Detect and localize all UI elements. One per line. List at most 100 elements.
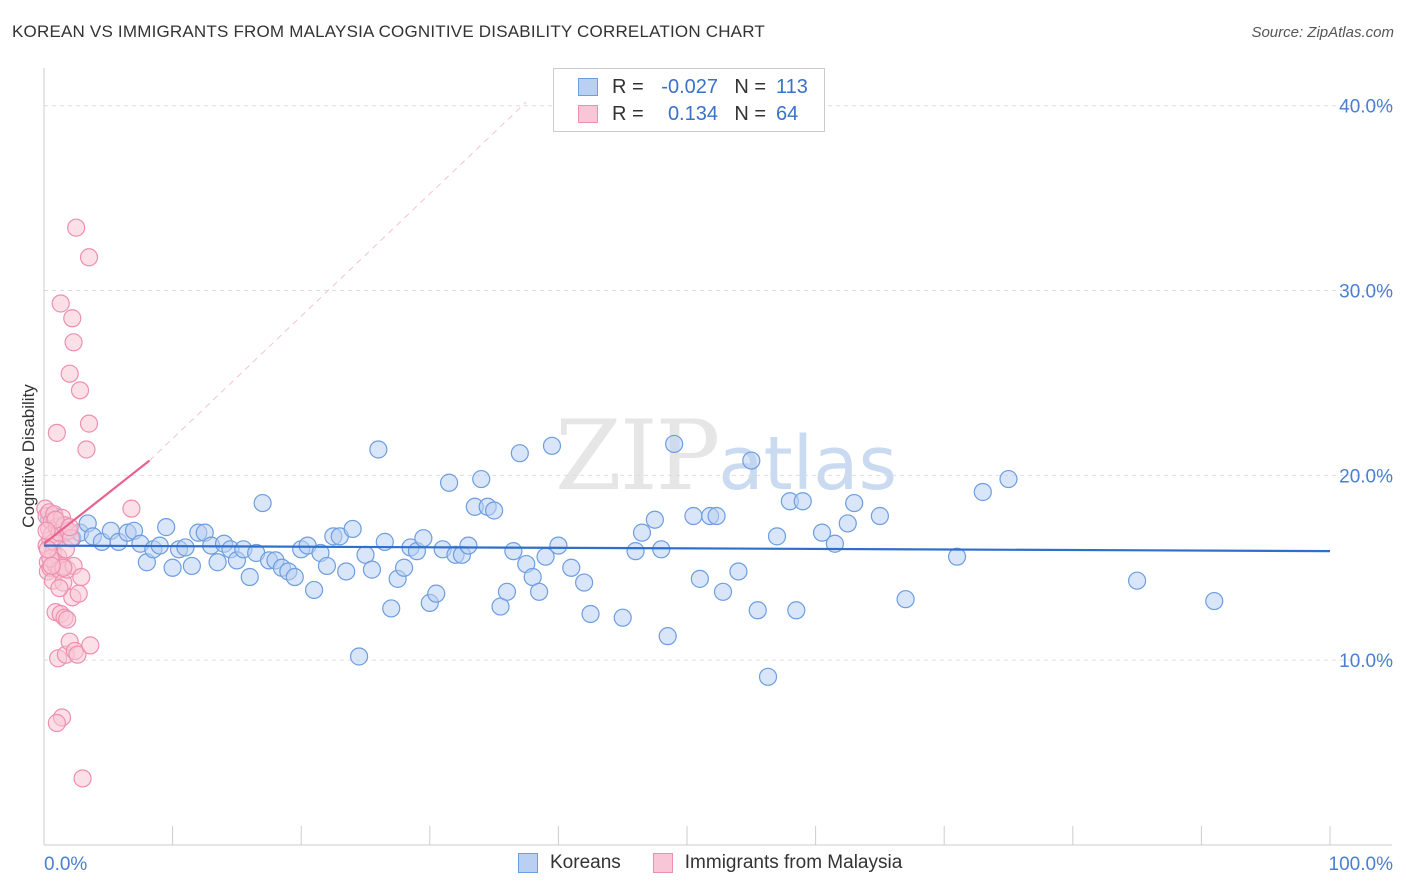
data-point-malaysia: [79, 248, 99, 267]
legend-r-label: R =: [612, 75, 644, 98]
data-point-koreans: [382, 599, 401, 618]
legend-swatch-malaysia: [578, 105, 598, 123]
y-tick-label: 30.0%: [1339, 282, 1393, 303]
trend-extension-malaysia: [149, 101, 527, 461]
data-point-koreans: [999, 469, 1018, 489]
data-point-koreans: [182, 556, 201, 576]
data-point-koreans: [626, 542, 645, 561]
data-point-koreans: [414, 529, 433, 548]
data-point-malaysia: [37, 521, 56, 540]
data-point-koreans: [581, 604, 600, 624]
data-point-koreans: [1127, 571, 1147, 590]
data-point-koreans: [684, 506, 703, 526]
data-point-koreans: [240, 567, 259, 587]
data-point-malaysia: [69, 584, 88, 603]
data-point-koreans: [742, 451, 761, 470]
data-point-koreans: [575, 573, 594, 592]
data-point-malaysia: [122, 499, 141, 518]
data-point-koreans: [845, 493, 864, 513]
legend-n-label: N =: [734, 75, 766, 98]
data-point-koreans: [163, 558, 182, 577]
data-point-koreans: [317, 556, 337, 576]
data-point-koreans: [542, 436, 562, 455]
data-point-koreans: [343, 519, 362, 539]
data-point-koreans: [157, 518, 176, 537]
series-label-koreans: Koreans: [550, 852, 621, 873]
data-point-koreans: [208, 553, 227, 572]
legend-n-value: 113: [776, 75, 808, 98]
data-point-malaysia: [51, 294, 70, 313]
series-legend: Koreans Immigrants from Malaysia: [518, 852, 934, 874]
data-point-koreans: [459, 536, 478, 555]
data-point-malaysia: [73, 769, 92, 788]
legend-row-koreans: R = -0.027 N = 113: [578, 75, 808, 99]
data-point-koreans: [549, 536, 568, 555]
data-point-koreans: [973, 482, 992, 502]
data-point-koreans: [472, 469, 491, 489]
data-point-malaysia: [58, 610, 77, 629]
legend-n-value: 64: [776, 102, 799, 125]
data-point-koreans: [394, 558, 414, 577]
legend-n-label: N =: [734, 102, 766, 125]
series-swatch-koreans: [518, 853, 538, 873]
data-point-koreans: [947, 547, 967, 566]
data-point-koreans: [613, 608, 632, 627]
data-point-koreans: [427, 584, 446, 603]
data-point-koreans: [337, 562, 356, 581]
data-point-koreans: [362, 560, 382, 579]
data-point-malaysia: [60, 518, 79, 537]
data-point-malaysia: [81, 636, 100, 655]
data-point-koreans: [896, 590, 915, 609]
data-point-malaysia: [50, 579, 69, 598]
watermark-zip: ZIP: [555, 400, 720, 512]
data-point-koreans: [787, 601, 806, 620]
data-point-koreans: [349, 647, 369, 666]
data-point-koreans: [369, 440, 388, 459]
data-point-malaysia: [70, 381, 90, 400]
legend-row-malaysia: R = 0.134 N = 64: [578, 102, 798, 126]
legend-swatch-koreans: [578, 78, 598, 96]
y-axis-title: Cognitive Disability: [19, 384, 38, 528]
data-point-malaysia: [60, 364, 79, 383]
data-point-koreans: [253, 493, 272, 513]
chart-source: Source: ZipAtlas.com: [1251, 24, 1394, 41]
data-point-koreans: [812, 523, 832, 542]
data-point-koreans: [530, 582, 549, 601]
y-tick-label: 20.0%: [1339, 466, 1393, 487]
data-point-koreans: [510, 444, 529, 463]
data-point-malaysia: [79, 414, 99, 433]
data-point-koreans: [713, 582, 733, 601]
data-point-koreans: [562, 558, 581, 577]
data-point-koreans: [485, 501, 504, 520]
data-point-koreans: [304, 580, 324, 600]
data-point-koreans: [504, 542, 523, 561]
y-tick-label: 10.0%: [1339, 651, 1393, 672]
series-swatch-malaysia: [652, 853, 673, 873]
legend-r-value: -0.027: [661, 75, 718, 98]
data-point-malaysia: [64, 333, 83, 352]
trend-line-malaysia: [43, 459, 151, 545]
correlation-legend: R = -0.027 N = 113 R = 0.134 N = 64: [553, 68, 825, 132]
data-point-malaysia: [47, 423, 66, 442]
x-tick-label: 100.0%: [1329, 854, 1394, 875]
data-point-malaysia: [67, 218, 86, 237]
data-point-malaysia: [68, 645, 87, 664]
series-label-malaysia: Immigrants from Malaysia: [684, 852, 903, 873]
series-legend-malaysia[interactable]: Immigrants from Malaysia: [652, 852, 903, 874]
y-tick-label: 40.0%: [1339, 97, 1393, 118]
data-point-koreans: [758, 667, 778, 686]
legend-r-value: 0.134: [667, 102, 718, 125]
data-point-koreans: [176, 538, 195, 557]
data-point-koreans: [793, 492, 812, 511]
data-point-malaysia: [72, 567, 91, 587]
data-point-malaysia: [42, 556, 61, 576]
data-point-koreans: [767, 527, 787, 546]
legend-r-label: R =: [612, 102, 644, 125]
data-point-malaysia: [63, 309, 82, 328]
data-point-malaysia: [77, 440, 96, 459]
series-legend-koreans[interactable]: Koreans: [518, 852, 621, 874]
data-point-koreans: [439, 473, 459, 492]
data-point-koreans: [748, 601, 767, 620]
trend-line-koreans: [43, 544, 1331, 553]
